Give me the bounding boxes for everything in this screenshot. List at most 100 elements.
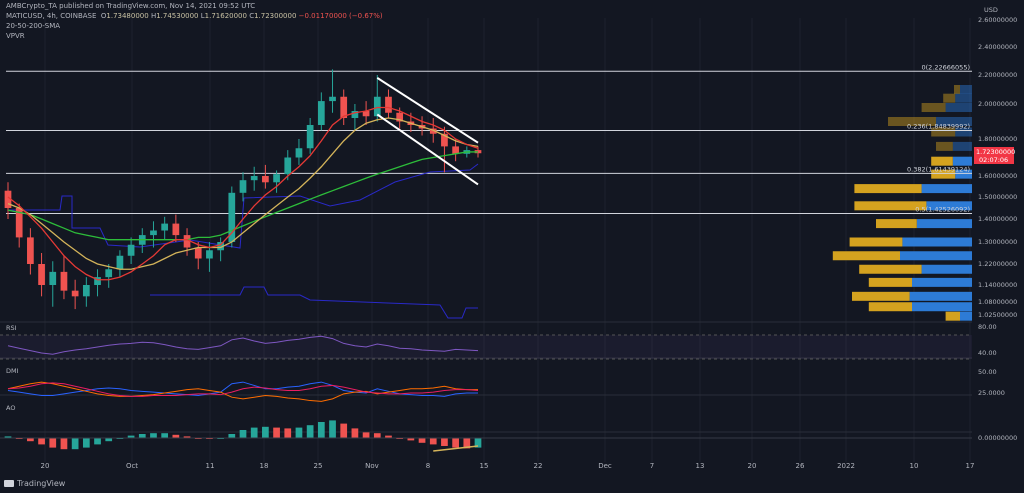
price-tick-label: 2.60000000 (978, 16, 1017, 24)
vpvr-bar-down (926, 201, 972, 211)
ao-bar (183, 436, 191, 438)
rsi-pane: 80.00 40.00 RSI (0, 323, 997, 360)
dmi-title: DMI (6, 367, 19, 375)
vpvr-bar-down (900, 251, 972, 261)
ao-bar (262, 426, 269, 438)
rsi-band (0, 335, 972, 359)
ao-bar (105, 438, 113, 442)
vpvr-bar-up (832, 251, 900, 261)
vpvr-bar-up (859, 264, 922, 274)
ao-bar (474, 438, 482, 448)
dmi-minus-line (7, 381, 478, 402)
vpvr-bar-down (952, 156, 972, 166)
vpvr-bar-up (868, 277, 912, 287)
ao-bar (273, 427, 280, 438)
vpvr-bar-down (955, 93, 972, 103)
ao-bar (250, 427, 258, 438)
descending-channel (376, 77, 479, 186)
candle-body (239, 180, 247, 193)
tradingview-footer: TradingView (4, 479, 65, 488)
candle-body (49, 271, 57, 285)
price-tick-label: 2.40000000 (978, 43, 1017, 51)
ao-bar (452, 438, 459, 448)
rsi-line (7, 335, 479, 355)
price-tick-label: 1.22000000 (978, 260, 1017, 268)
vpvr-bar-down (936, 117, 972, 126)
overlay-line-lower (150, 286, 478, 319)
vpvr-bar-down (960, 311, 972, 321)
candle-body (262, 176, 269, 183)
candle-body (161, 223, 169, 231)
candle-body (105, 269, 113, 278)
candle-body (4, 190, 12, 208)
dmi-axis-label: 25.0000 (978, 389, 1005, 397)
ao-axis-label: 0.00000000 (978, 434, 1017, 442)
close-value: 1.72300000 (254, 12, 297, 20)
candle-body (351, 111, 359, 118)
ao-bar (49, 438, 57, 448)
sma-indicator-label[interactable]: 20-50-200-SMA (6, 22, 61, 30)
ao-bar (340, 423, 348, 438)
vpvr-bar-down (912, 277, 972, 287)
rsi-axis-label: 40.00 (978, 349, 997, 357)
price-tick-label: 1.50000000 (978, 193, 1017, 201)
ao-pane: 0.00000000 AO (0, 404, 1017, 452)
fib-label: 0(2.22666055) (922, 63, 971, 71)
ao-bar (373, 433, 381, 438)
time-tick-label: 10 (910, 462, 919, 470)
time-tick-label: 7 (650, 462, 654, 470)
open-value: 1.73480000 (106, 12, 149, 20)
overlay-line-upper (8, 163, 479, 249)
candles (4, 69, 482, 310)
ao-divergence-line (433, 445, 479, 452)
time-tick-label: 20 (41, 462, 50, 470)
ao-bar (441, 438, 448, 446)
vpvr-bar-up (854, 184, 922, 194)
time-tick-label: 26 (796, 462, 805, 470)
symbol-label: MATICUSD, 4h, COINBASE (6, 12, 97, 20)
candle-body (94, 277, 101, 285)
time-tick-label: 8 (426, 462, 430, 470)
ohlc-line: MATICUSD, 4h, COINBASE O1.73480000 H1.74… (6, 12, 383, 20)
vpvr-bar-down (909, 291, 972, 301)
vpvr-bar-up (849, 237, 903, 247)
vpvr-bar-up (854, 201, 927, 211)
dmi-adx-line (7, 382, 479, 397)
rsi-title: RSI (6, 324, 17, 332)
vpvr-bar-up (868, 302, 912, 312)
time-tick-label: 13 (696, 462, 705, 470)
channel-upper-line (376, 77, 479, 144)
ao-bar (317, 422, 325, 438)
time-tick-label: Nov (365, 462, 379, 470)
candle-body (429, 128, 437, 134)
sma20-line (7, 106, 479, 281)
ao-bar (38, 438, 45, 445)
ao-bar (150, 433, 157, 438)
ao-bar (71, 438, 79, 450)
fib-label: 0.382(1.61439124) (907, 165, 970, 173)
candle-body (396, 112, 404, 122)
ao-bar (138, 434, 146, 438)
ao-bar (429, 438, 437, 445)
dmi-pane: 50.00 25.0000 DMI (6, 367, 1005, 402)
ao-bar (295, 427, 303, 438)
ao-bar (407, 438, 415, 441)
time-tick-label: 11 (206, 462, 215, 470)
time-tick-label: 22 (534, 462, 543, 470)
candle-body (150, 230, 157, 236)
candle-body (27, 237, 34, 264)
candle-body (329, 96, 336, 102)
candle-body (362, 111, 370, 117)
candle-body (194, 247, 202, 259)
vpvr-bar-up (888, 117, 936, 126)
candle-body (71, 290, 79, 297)
candle-body (206, 250, 213, 259)
price-tick-label: 2.00000000 (978, 100, 1017, 108)
vpvr-bar-down (955, 169, 972, 179)
vpvr-bar-up (921, 103, 946, 112)
vpvr-bar-up (936, 141, 953, 151)
candle-body (60, 271, 68, 291)
vpvr-indicator-label[interactable]: VPVR (6, 32, 25, 40)
time-tick-label: 18 (260, 462, 269, 470)
